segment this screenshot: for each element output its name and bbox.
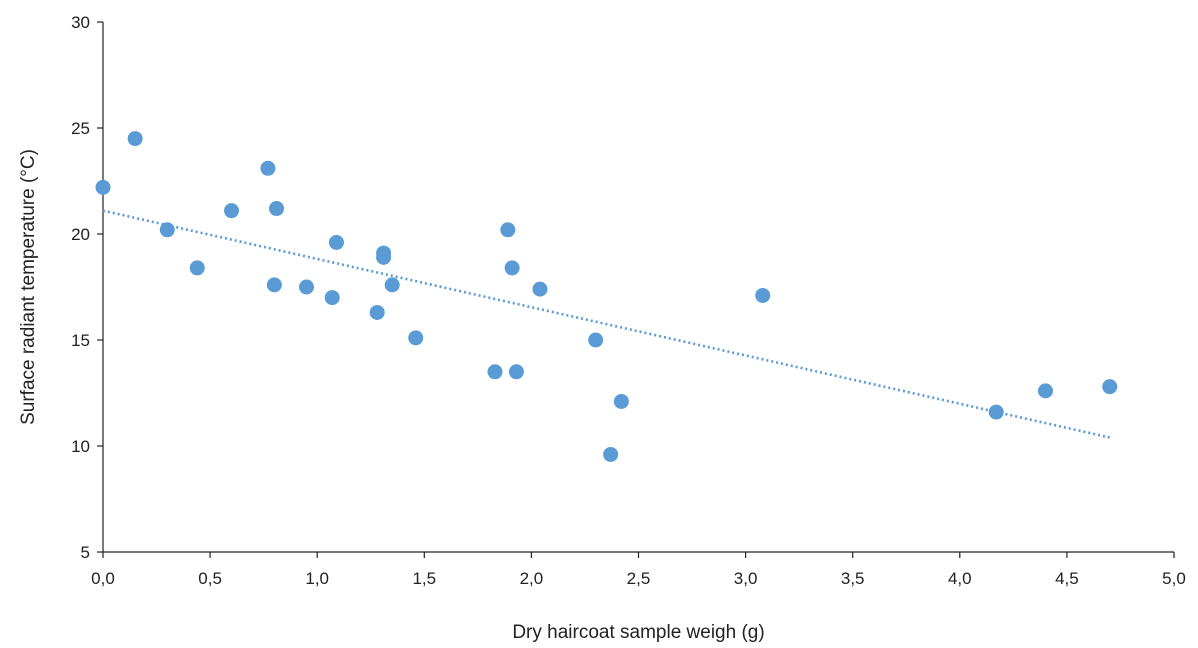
x-tick-label: 0,0 <box>91 569 115 588</box>
data-point <box>189 260 205 276</box>
data-points <box>95 131 1118 462</box>
x-tick-label: 2,0 <box>520 569 544 588</box>
x-tick-label: 1,0 <box>305 569 329 588</box>
x-tick-label: 3,0 <box>734 569 758 588</box>
trendline <box>102 209 1111 439</box>
x-tick-label: 3,5 <box>841 569 865 588</box>
x-axis-title: Dry haircoat sample weigh (g) <box>512 622 764 643</box>
data-point <box>532 281 548 297</box>
y-tick-label: 25 <box>71 119 90 138</box>
data-point <box>1102 379 1118 395</box>
data-point <box>260 160 276 176</box>
data-point <box>613 393 629 409</box>
y-tick-label: 5 <box>81 543 90 562</box>
data-point <box>508 364 524 380</box>
data-point <box>369 304 385 320</box>
y-ticks: 5 10 15 20 25 30 <box>71 13 103 562</box>
x-tick-label: 4,5 <box>1055 569 1079 588</box>
y-tick-label: 30 <box>71 13 90 32</box>
y-tick-label: 20 <box>71 225 90 244</box>
data-point <box>266 277 282 293</box>
data-point <box>504 260 520 276</box>
x-ticks: 0,0 0,5 1,0 1,5 2,0 2,5 3,0 3,5 4,0 4,5 5,0 <box>91 552 1186 588</box>
data-point <box>487 364 503 380</box>
trendline-line <box>102 209 1111 439</box>
y-tick-label: 10 <box>71 437 90 456</box>
y-tick-label: 15 <box>71 331 90 350</box>
x-tick-label: 1,5 <box>412 569 436 588</box>
x-tick-label: 5,0 <box>1162 569 1186 588</box>
data-point <box>500 222 516 238</box>
data-point <box>588 332 604 348</box>
data-point <box>224 203 240 219</box>
data-point <box>376 249 392 265</box>
data-point <box>269 201 285 217</box>
data-point <box>603 446 619 462</box>
data-point <box>127 131 143 147</box>
data-point <box>159 222 175 238</box>
data-point <box>95 179 111 195</box>
x-tick-label: 2,5 <box>627 569 651 588</box>
data-point <box>1037 383 1053 399</box>
data-point <box>384 277 400 293</box>
data-point <box>988 404 1004 420</box>
data-point <box>298 279 314 295</box>
data-point <box>324 290 340 306</box>
data-point <box>755 287 771 303</box>
x-tick-label: 4,0 <box>948 569 972 588</box>
data-point <box>408 330 424 346</box>
y-axis-title: Surface radiant temperature (°C) <box>18 149 39 425</box>
x-tick-label: 0,5 <box>198 569 222 588</box>
data-point <box>328 234 344 250</box>
